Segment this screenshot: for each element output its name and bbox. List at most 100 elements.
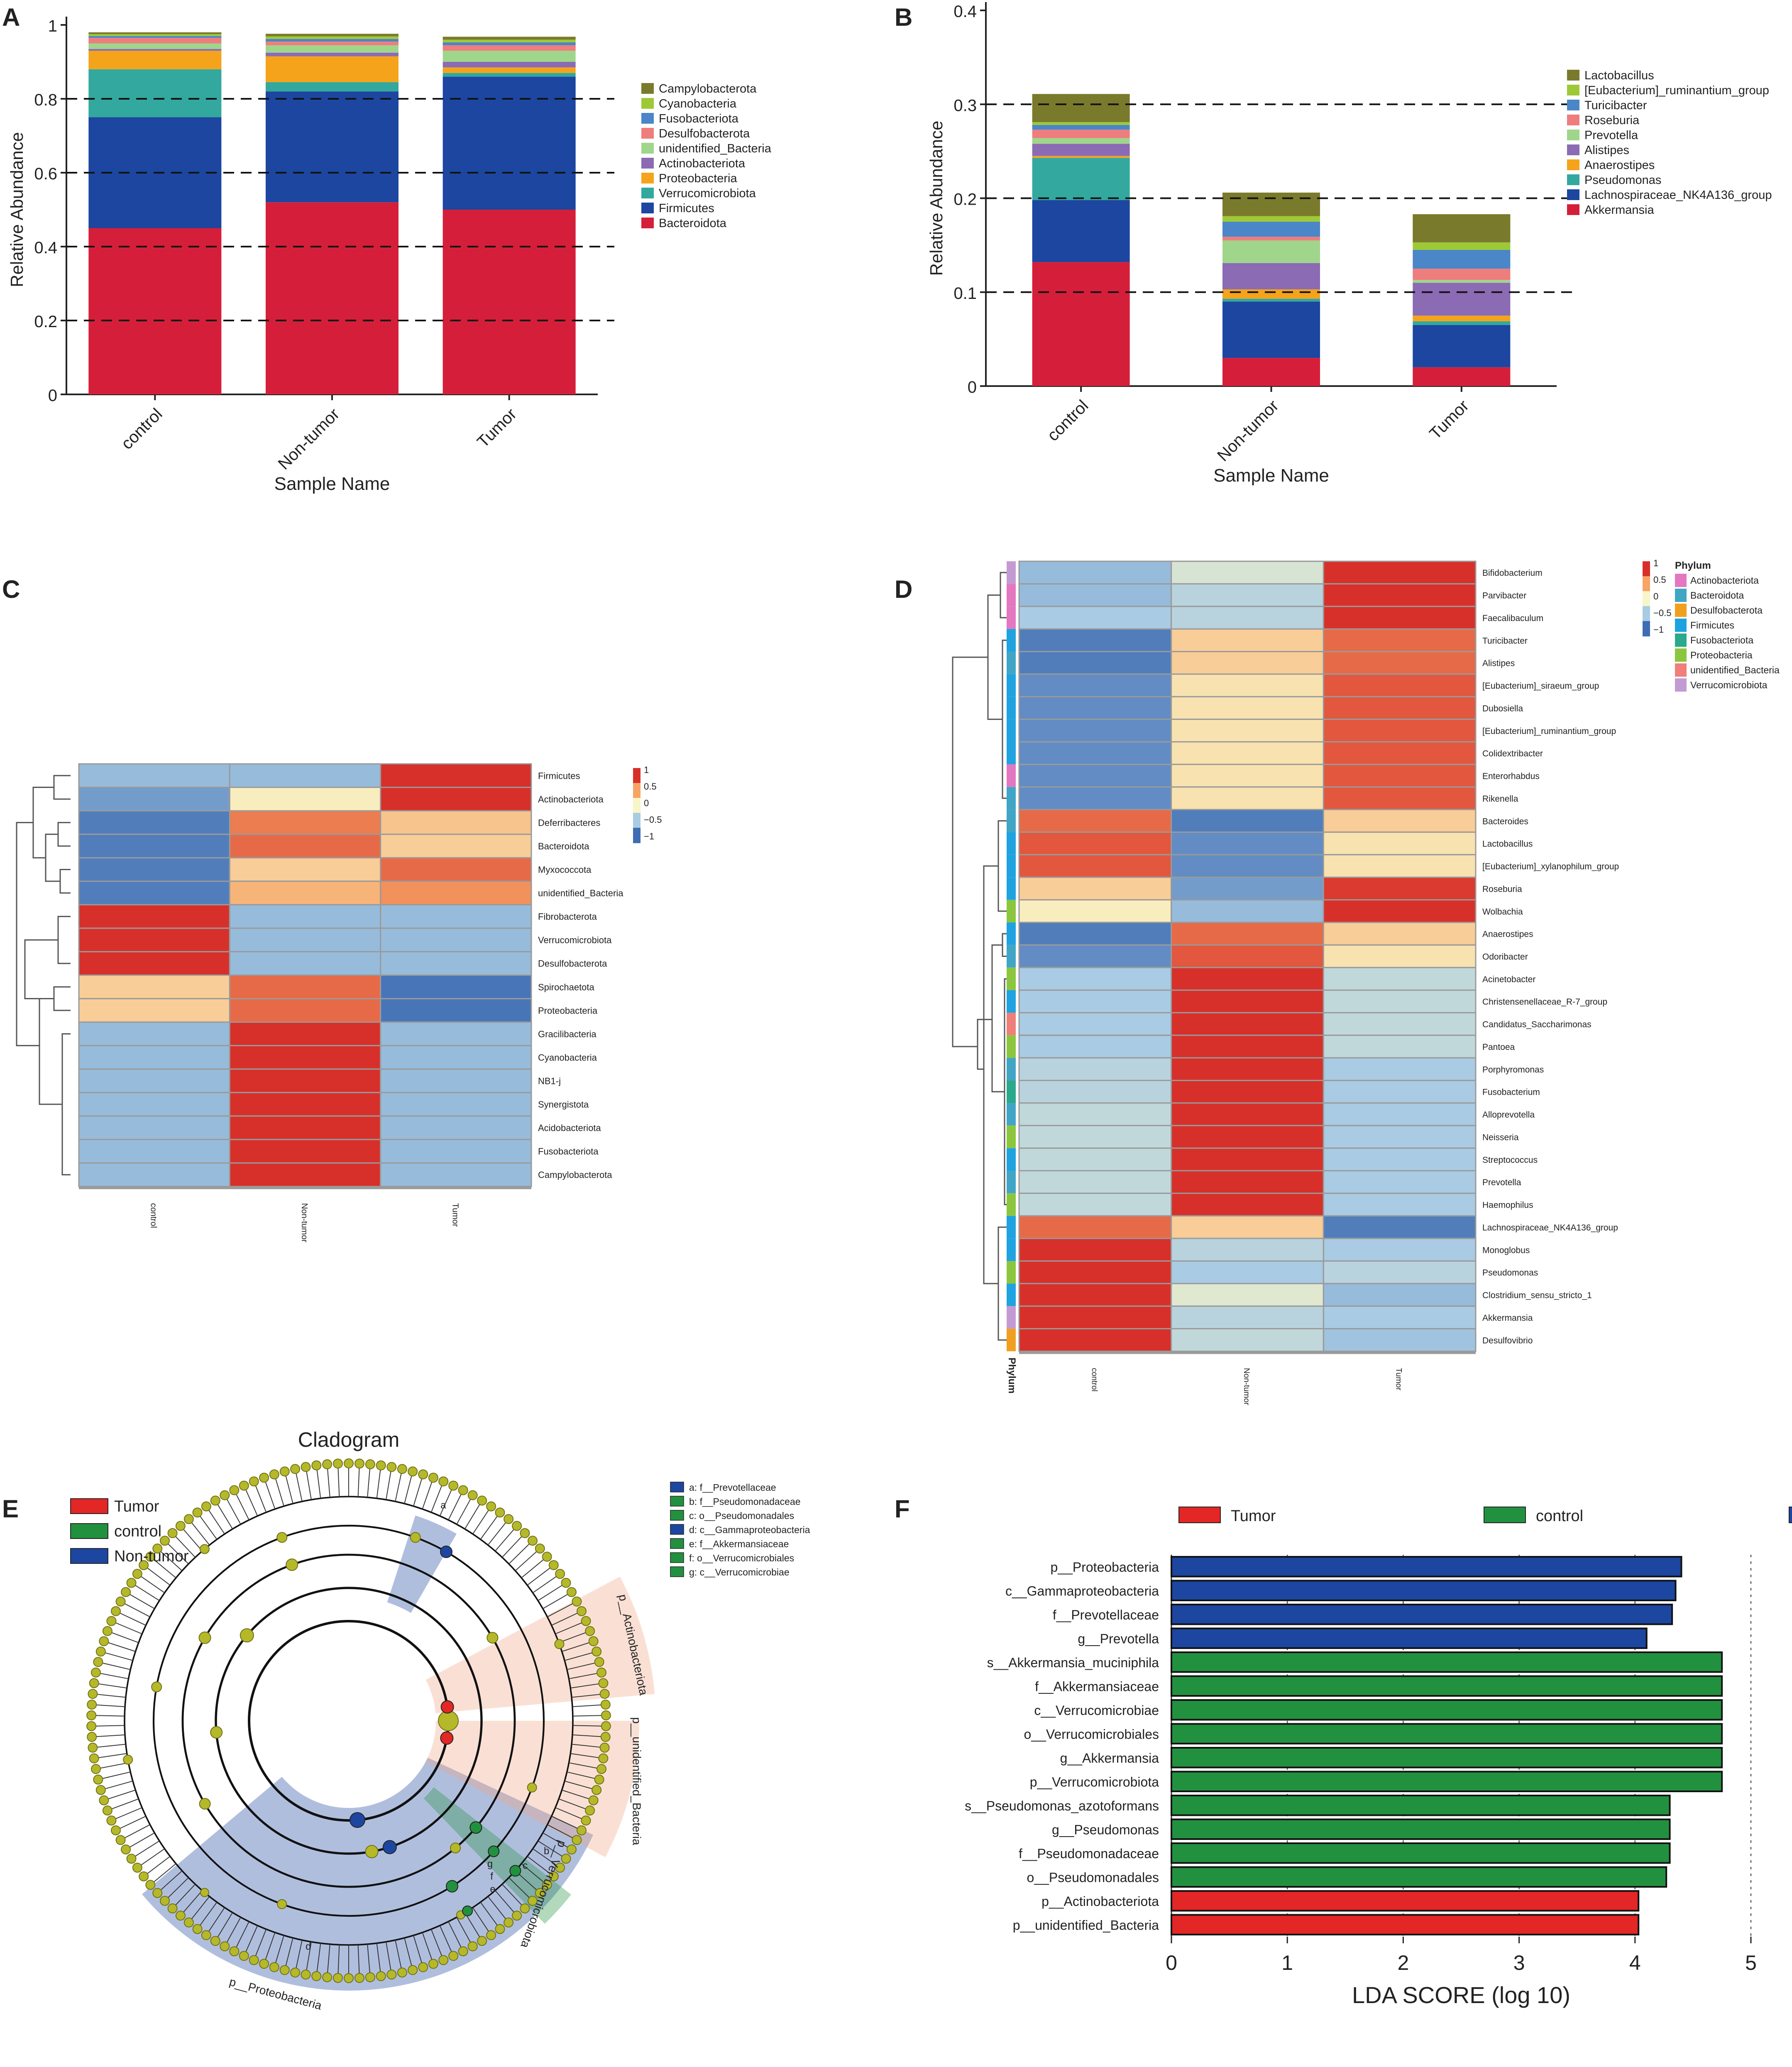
heat-cell-akkermansia-control [1018,1305,1172,1330]
row-label-eubacterium-ruminantium-group: [Eubacterium]_ruminantium_group [1482,727,1616,736]
bar-segment-anaerostipes-non-tumor [1222,289,1320,299]
scale-tick-label: −0.5 [644,815,662,825]
clade-leaf-edge [188,1896,210,1923]
clade-leaf-node [448,1951,459,1961]
clade-leaf-node [408,1965,418,1975]
clade-internal-node [198,1632,211,1644]
clade-leaf-node [408,1466,418,1477]
clade-leaf-node [535,1888,545,1898]
heat-cell-clostridium-sensu-stricto-1-control [1018,1283,1172,1307]
legend-label-anaerostipes: Anaerostipes [1584,159,1655,172]
clade-leaf-node [467,1941,478,1952]
clade-leaf-edge [107,1630,139,1643]
heat-cell-pseudomonas-control [1018,1260,1172,1284]
heat-cell-gracilibacteria-tumor [380,1021,532,1047]
legend-label-prevotella: Prevotella [1584,129,1638,142]
heat-cell-enterorhabdus-control [1018,763,1172,788]
row-label-faecalibaculum: Faecalibaculum [1482,614,1543,623]
heat-cell-synergistota-tumor [380,1092,532,1117]
heat-cell-fusobacteriota-tumor [380,1139,532,1164]
clade-leaf-node [269,1962,279,1972]
clade-leaf-edge [439,1925,454,1956]
clade-internal-node [438,1710,459,1731]
clade-leaf-node [548,1560,559,1570]
panel-label-c: C [2,575,20,603]
phylum-annotation-pantoea [1007,1035,1016,1058]
clade-leaf-node [93,1657,103,1667]
clade-leaf-edge [487,1519,509,1546]
clade-leaf-edge [572,1704,606,1707]
clade-leaf-node [520,1528,530,1539]
clade-leaf-node [344,1973,354,1983]
clade-leaf-node [229,1946,240,1957]
lda-bar-o-verrucomicrobiales [1171,1723,1723,1744]
panel-label-e: E [2,1495,19,1523]
legend-label-proteobacteria: Proteobacteria [659,172,737,185]
heat-cell-enterorhabdus-non-tumor [1171,763,1324,788]
clade-leaf-node [600,1732,611,1742]
bar-segment-desulfobacterota-non-tumor [266,42,398,45]
row-label-actinobacteriota: Actinobacteriota [538,794,604,805]
phylum-annotation-bacteroides [1007,810,1016,832]
bar-segment-akkermansia-tumor [1413,367,1511,386]
heat-cell-deferribacteres-tumor [380,810,532,835]
x-tick-label: 1 [1281,1951,1293,1974]
clade-leaf-edge [572,1734,606,1737]
clade-leaf-edge [422,1477,434,1509]
phylum-annotation-eubacterium-siraeum-group [1007,674,1016,697]
clade-leaf-edge [172,1533,196,1558]
clade-leaf-node [418,1469,428,1480]
column-label-control: control [1090,1368,1098,1392]
clade-leaf-node [365,1459,375,1470]
clade-leaf-edge [327,1464,330,1497]
row-label-prevotella: Prevotella [1482,1178,1521,1187]
heat-cell-fusobacterium-control [1018,1080,1172,1104]
column-label-non-tumor: Non-tumor [300,1203,309,1243]
row-label-bacteroidota: Bacteroidota [538,841,589,851]
lda-bar-o-pseudomonadales [1171,1866,1667,1888]
clade-leaf-node [115,1835,126,1845]
clade-leaf-node [592,1785,602,1795]
clade-leaf-edge [295,1469,303,1502]
phylum-annotation-anaerostipes [1007,922,1016,945]
lda-bar-p-actinobacteriota [1171,1890,1640,1912]
phylum-annotation-bifidobacterium [1007,561,1016,584]
clade-highlight-node-8 [446,1880,459,1893]
heat-cell-prevotella-tumor [1323,1170,1477,1194]
phylum-annotation-candidatus-saccharimonas [1007,1013,1016,1035]
clade-leaf-edge [91,1715,125,1717]
heat-cell-parvibacter-tumor [1323,583,1477,607]
legend-label-turicibacter: Turicibacter [1584,99,1647,112]
clade-leaf-edge [570,1683,604,1689]
clade-internal-node [286,1558,298,1571]
scale-bar-segment [1643,606,1650,621]
bar-segment-proteobacteria-tumor [442,67,576,73]
clade-internal-node [151,1681,162,1693]
clade-leaf-edge [111,1620,142,1634]
clade-leaf-edge [224,1917,241,1947]
heat-cell-eubacterium-siraeum-group-control [1018,673,1172,697]
heat-cell-desulfobacterota-tumor [380,951,532,976]
heat-cell-bacteroidota-tumor [380,834,532,859]
lda-bar-s-akkermansia-muciniphila [1171,1651,1723,1673]
lda-label-s-pseudomonas-azotoformans: s__Pseudomonas_azotoformans [965,1798,1159,1813]
heat-cell-neisseria-tumor [1323,1125,1477,1149]
phylum-annotation-eubacterium-xylanophilum-group [1007,854,1016,878]
clade-leaf-edge [567,1771,599,1780]
clade-leaf-edge [480,1902,501,1930]
clade-leaf-node [249,1955,259,1965]
lda-bar-f-pseudomonadaceae [1171,1842,1671,1864]
heat-cell-turicibacter-control [1018,628,1172,652]
clade-ring-3 [181,1553,516,1888]
y-tick-label: 0 [968,378,977,396]
clade-leaf-edge [92,1734,125,1737]
legend-swatch-cyanobacteria [641,98,654,109]
clade-leaf-edge [551,1611,582,1626]
bar-segment-roseburia-non-tumor [1222,237,1320,241]
heat-cell-cyanobacteria-non-tumor [229,1045,381,1070]
legend-swatch-roseburia [1567,115,1579,125]
clade-leaf-node [576,1825,587,1835]
clade-leaf-edge [337,1945,340,1978]
clade-leaf-edge [439,1485,454,1517]
clade-leaf-node [592,1646,602,1657]
